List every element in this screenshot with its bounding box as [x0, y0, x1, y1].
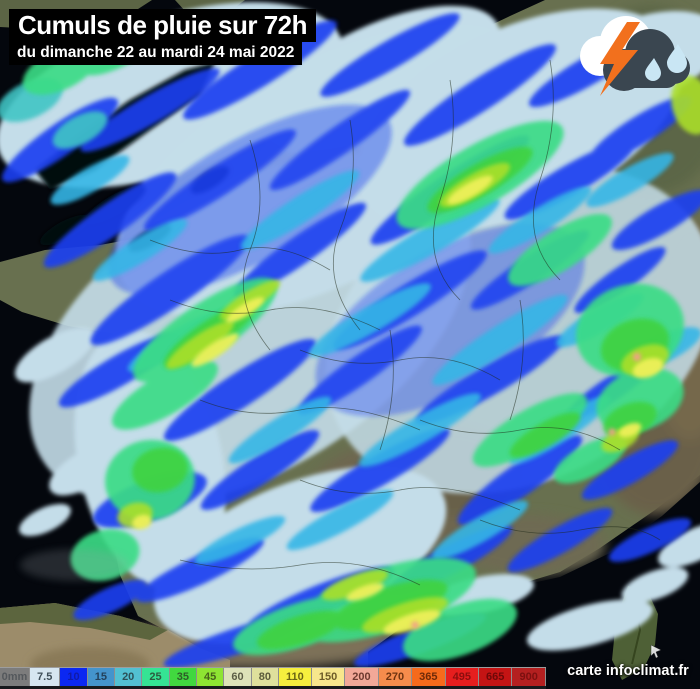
legend-cell: 20	[115, 668, 143, 686]
legend-cell: 7.5	[30, 668, 61, 686]
legend-cell: 665	[479, 668, 513, 686]
storm-rain-cloud-icon	[580, 16, 690, 96]
legend-scale: 0mm 7.5 10 15 20 25 35 45 60 80 110 150 200 270 365 495…	[0, 667, 546, 686]
cloud-wisp	[20, 549, 130, 581]
legend-cell: 45	[197, 668, 225, 686]
legend-cell: 270	[378, 668, 413, 686]
rain-scale-legend: 0mm 7.5 10 15 20 25 35 45 60 80 110 150 200 270 365 495…	[0, 667, 546, 689]
department-borders	[149, 59, 661, 586]
rain-yellow-layer	[132, 175, 664, 634]
legend-cell: 900	[512, 668, 546, 686]
legend-cell: 60	[224, 668, 252, 686]
legend-cell: 35	[169, 668, 198, 686]
rain-blue-layer	[1, 13, 700, 668]
page-subtitle: du dimanche 22 au mardi 24 mai 2022	[9, 42, 303, 65]
legend-cell: 10	[60, 668, 88, 686]
legend-cell: 25	[142, 668, 170, 686]
rain-extreme-spots	[411, 353, 641, 629]
lightning-icon	[600, 22, 640, 96]
cursor-icon	[650, 645, 662, 659]
legend-cell: 495	[445, 668, 480, 686]
legend-cell: 110	[279, 668, 312, 686]
legend-bottom-strip	[0, 686, 546, 689]
raindrop-icon	[645, 44, 687, 81]
credit-label: carte infoclimat.fr	[567, 663, 689, 679]
legend-cell: 365	[412, 668, 446, 686]
legend-cell-zero: 0mm	[0, 668, 30, 686]
legend-cell: 200	[345, 668, 379, 686]
page-title: Cumuls de pluie sur 72h	[9, 9, 317, 42]
legend-cell: 150	[311, 668, 346, 686]
legend-cell: 15	[87, 668, 116, 686]
title-block: Cumuls de pluie sur 72h du dimanche 22 a…	[9, 9, 317, 65]
legend-cell: 80	[251, 668, 279, 686]
